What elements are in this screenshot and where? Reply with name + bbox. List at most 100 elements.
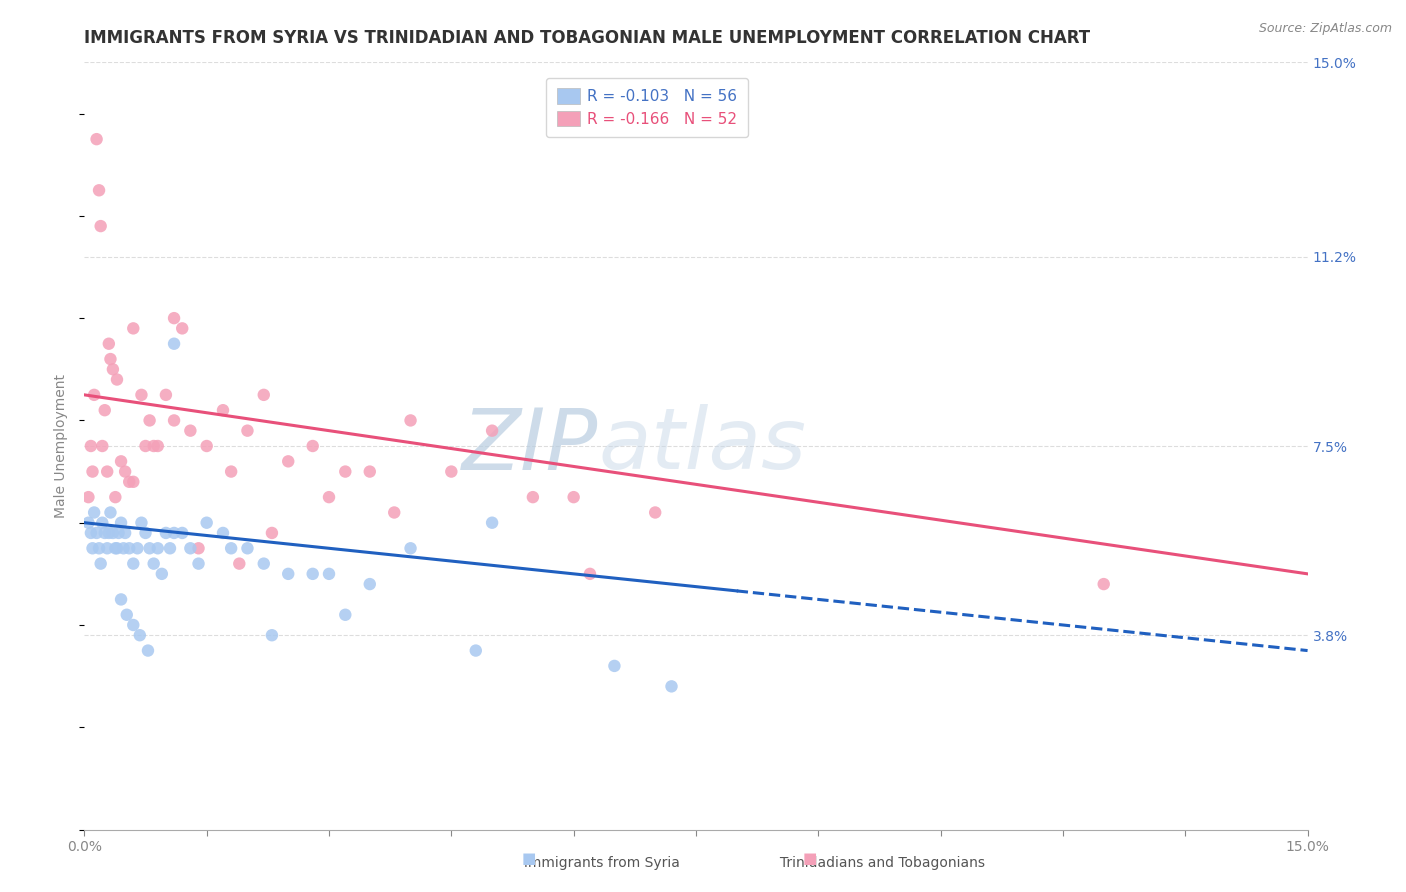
Point xyxy=(96,465,118,479)
Point xyxy=(118,541,141,556)
Point xyxy=(603,659,626,673)
Point xyxy=(260,525,283,540)
Point xyxy=(110,592,132,607)
Point xyxy=(440,465,463,479)
Point xyxy=(93,525,115,540)
Point xyxy=(159,541,181,556)
Point xyxy=(83,388,105,402)
Point xyxy=(236,541,259,556)
Point xyxy=(138,541,160,556)
Point xyxy=(359,577,381,591)
Text: Immigrants from Syria: Immigrants from Syria xyxy=(502,855,679,870)
Legend: R = -0.103   N = 56, R = -0.166   N = 52: R = -0.103 N = 56, R = -0.166 N = 52 xyxy=(546,78,748,137)
Point xyxy=(155,525,177,540)
Point xyxy=(562,490,585,504)
Point xyxy=(110,454,132,468)
Point xyxy=(115,607,138,622)
Point xyxy=(77,516,100,530)
Text: ■: ■ xyxy=(803,851,817,866)
Point xyxy=(522,490,544,504)
Point xyxy=(382,506,405,520)
Point xyxy=(163,525,186,540)
Point xyxy=(481,516,503,530)
Point xyxy=(301,439,323,453)
Point xyxy=(97,525,120,540)
Point xyxy=(142,439,165,453)
Point xyxy=(318,490,340,504)
Point xyxy=(90,219,112,233)
Point xyxy=(163,336,186,351)
Point xyxy=(96,541,118,556)
Point xyxy=(82,465,104,479)
Point xyxy=(219,541,242,556)
Point xyxy=(136,643,159,657)
Point xyxy=(105,541,128,556)
Point xyxy=(187,557,209,571)
Point xyxy=(110,516,132,530)
Point xyxy=(82,541,104,556)
Point xyxy=(91,439,114,453)
Point xyxy=(179,424,201,438)
Point xyxy=(195,516,218,530)
Point xyxy=(212,525,235,540)
Point xyxy=(93,403,115,417)
Point xyxy=(187,541,209,556)
Y-axis label: Male Unemployment: Male Unemployment xyxy=(55,374,69,518)
Point xyxy=(135,439,157,453)
Point xyxy=(101,525,124,540)
Point xyxy=(277,454,299,468)
Point xyxy=(399,413,422,427)
Text: ■: ■ xyxy=(522,851,536,866)
Point xyxy=(335,607,357,622)
Point xyxy=(135,525,157,540)
Point xyxy=(179,541,201,556)
Point xyxy=(80,525,103,540)
Point xyxy=(104,541,127,556)
Point xyxy=(138,413,160,427)
Point xyxy=(399,541,422,556)
Point xyxy=(131,516,153,530)
Point xyxy=(1092,577,1115,591)
Point xyxy=(195,439,218,453)
Text: IMMIGRANTS FROM SYRIA VS TRINIDADIAN AND TOBAGONIAN MALE UNEMPLOYMENT CORRELATIO: IMMIGRANTS FROM SYRIA VS TRINIDADIAN AND… xyxy=(84,29,1091,47)
Point xyxy=(105,372,128,386)
Text: Trinidadians and Tobagonians: Trinidadians and Tobagonians xyxy=(758,855,986,870)
Point xyxy=(301,566,323,581)
Point xyxy=(101,362,124,376)
Point xyxy=(172,321,194,335)
Point xyxy=(122,557,145,571)
Point xyxy=(335,465,357,479)
Point xyxy=(97,336,120,351)
Point xyxy=(128,628,150,642)
Point xyxy=(661,679,683,693)
Point xyxy=(260,628,283,642)
Point xyxy=(90,557,112,571)
Point xyxy=(87,541,110,556)
Point xyxy=(253,557,276,571)
Point xyxy=(163,413,186,427)
Point xyxy=(83,506,105,520)
Point xyxy=(253,388,276,402)
Text: atlas: atlas xyxy=(598,404,806,488)
Point xyxy=(131,388,153,402)
Point xyxy=(579,566,602,581)
Point xyxy=(80,439,103,453)
Point xyxy=(277,566,299,581)
Text: ZIP: ZIP xyxy=(461,404,598,488)
Point xyxy=(114,465,136,479)
Point xyxy=(86,132,108,146)
Point xyxy=(146,541,169,556)
Point xyxy=(228,557,250,571)
Point xyxy=(318,566,340,581)
Point xyxy=(127,541,149,556)
Point xyxy=(163,311,186,326)
Point xyxy=(100,352,122,367)
Point xyxy=(150,566,173,581)
Point xyxy=(122,321,145,335)
Point xyxy=(107,525,129,540)
Point xyxy=(644,506,666,520)
Point xyxy=(146,439,169,453)
Point xyxy=(236,424,259,438)
Point xyxy=(481,424,503,438)
Point xyxy=(104,490,127,504)
